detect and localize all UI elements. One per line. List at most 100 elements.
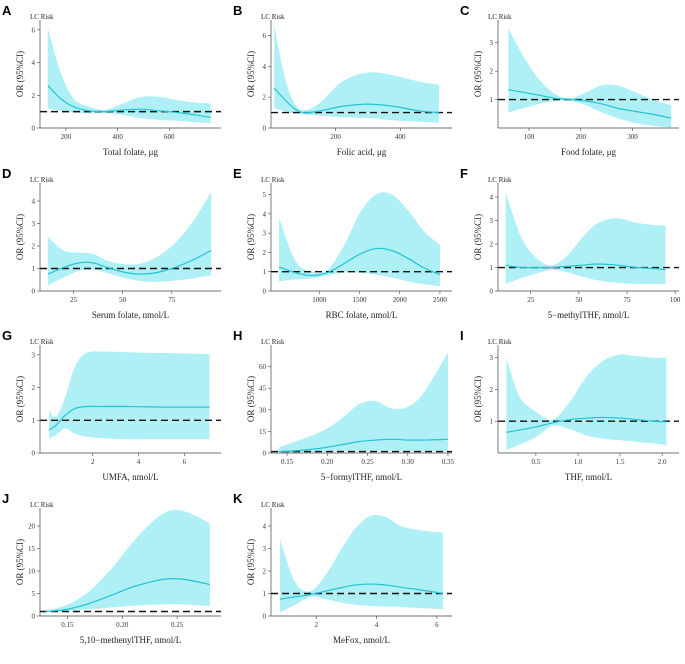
ci-band: [280, 514, 443, 613]
y-tick-label: 45: [259, 385, 267, 393]
y-tick-label: 2: [263, 568, 267, 576]
y-tick-label: 3: [490, 39, 494, 47]
y-tick-label: 20: [28, 523, 36, 531]
y-axis-title: OR (95%CI): [15, 376, 25, 422]
x-tick-label: 6: [435, 621, 439, 629]
y-tick-label: 10: [28, 568, 36, 576]
x-tick-label: 0.20: [116, 621, 129, 629]
y-tick-label: 30: [259, 406, 267, 414]
panel-letter: A: [2, 3, 12, 18]
x-tick-label: 2000: [393, 296, 408, 304]
x-tick-label: 6: [183, 458, 187, 466]
panel-letter: F: [460, 166, 468, 181]
ci-band: [45, 509, 211, 612]
x-tick-label: 25: [70, 296, 78, 304]
y-tick-label: 3: [490, 217, 494, 225]
or-curve: [47, 249, 212, 275]
y-axis-title: OR (95%CI): [246, 376, 256, 422]
x-tick-label: 100: [524, 133, 535, 141]
y-tick-label: 6: [263, 32, 267, 40]
y-tick-label: 6: [32, 26, 36, 34]
x-tick-label: 600: [164, 133, 175, 141]
y-tick-label: 1: [263, 590, 267, 598]
y-tick-label: 2: [490, 386, 494, 394]
y-tick-label: 5: [32, 590, 36, 598]
ci-band: [49, 351, 210, 440]
x-tick-label: 400: [112, 133, 123, 141]
or-curve: [48, 405, 210, 431]
panel-b: B LC Risk 0 2 4 6 200 400 Folic acid, μg OR (95%C…: [233, 3, 452, 157]
panel-c: C LC Risk 1 2 3 100 200 300 Food folate, μg OR (9…: [460, 3, 679, 157]
y-tick-label: 60: [259, 363, 267, 371]
x-tick-label: 0.15: [61, 621, 74, 629]
x-tick-label: 1000: [312, 296, 327, 304]
risk-label: LC Risk: [30, 176, 54, 184]
ci-band: [279, 352, 448, 453]
y-tick-label: 2: [490, 68, 494, 76]
ci-band: [47, 192, 212, 286]
y-tick-label: 5: [263, 191, 267, 199]
y-tick-label: 0: [263, 288, 267, 296]
or-curve: [47, 85, 211, 118]
x-axis-title: Serum folate, nmol/L: [92, 310, 169, 320]
ci-band: [47, 28, 211, 124]
y-axis-title: OR (95%CI): [15, 539, 25, 585]
y-tick-label: 4: [490, 194, 494, 202]
y-tick-label: 0: [490, 288, 494, 296]
ci-band: [274, 24, 440, 123]
or-curve: [278, 247, 441, 277]
risk-label: LC Risk: [261, 13, 285, 21]
or-curve: [279, 438, 448, 453]
x-tick-label: 0.15: [281, 458, 294, 466]
x-tick-label: 50: [119, 296, 127, 304]
or-curve: [279, 583, 444, 600]
y-tick-label: 15: [259, 428, 267, 436]
x-tick-label: 75: [168, 296, 176, 304]
risk-label: LC Risk: [488, 338, 512, 346]
risk-label: LC Risk: [261, 176, 285, 184]
y-tick-label: 0: [32, 450, 36, 458]
x-tick-label: 2500: [433, 296, 448, 304]
panel-a: A LC Risk 0 2 4 6 200 400 600 Total folate, μg OR …: [2, 3, 221, 157]
x-axis-title: Food folate, μg: [561, 147, 617, 157]
y-tick-label: 1: [490, 264, 494, 272]
x-tick-label: 400: [395, 133, 406, 141]
y-tick-label: 0: [32, 288, 36, 296]
y-tick-label: 1: [490, 96, 494, 104]
or-curve: [505, 263, 666, 271]
panel-i: I LC Risk 1 2 3 0.5 1.0 1.5 2.0 THF, nmol/L OR (95…: [460, 328, 679, 482]
y-tick-label: 15: [28, 545, 36, 553]
x-tick-label: 0.5: [532, 458, 541, 466]
x-axis-title: THF, nmol/L: [565, 472, 612, 482]
y-tick-label: 1: [32, 265, 36, 273]
or-curve: [506, 416, 667, 433]
panel-k: K LC Risk 0 1 2 3 4 2 4 6 MeFox, nmol/L OR (95%CI): [233, 491, 452, 645]
y-tick-label: 1: [263, 268, 267, 276]
x-tick-label: 200: [61, 133, 72, 141]
y-tick-label: 4: [263, 523, 267, 531]
x-tick-label: 4: [137, 458, 141, 466]
panel-h: H LC Risk 0 15 30 45 60 0.15 0.20 0.25 0.30 0.35 5−f…: [233, 328, 455, 482]
y-tick-label: 2: [490, 241, 494, 249]
ci-band: [505, 192, 666, 285]
x-tick-label: 0.30: [402, 458, 415, 466]
y-tick-label: 3: [32, 220, 36, 228]
x-tick-label: 75: [624, 296, 632, 304]
y-axis-title: OR (95%CI): [246, 539, 256, 585]
y-tick-label: 4: [263, 63, 267, 71]
y-axis-title: OR (95%CI): [246, 51, 256, 97]
y-axis-title: OR (95%CI): [473, 214, 483, 260]
y-tick-label: 2: [263, 94, 267, 102]
x-axis-title: RBC folate, nmol/L: [326, 310, 398, 320]
x-axis-title: 5,10−methenylTHF, nmol/L: [80, 635, 182, 645]
ci-band: [279, 192, 440, 287]
panel-letter: J: [2, 491, 9, 506]
risk-label: LC Risk: [488, 13, 512, 21]
x-tick-label: 4: [375, 621, 379, 629]
x-axis-title: Folic acid, μg: [337, 147, 387, 157]
risk-label: LC Risk: [261, 501, 285, 509]
y-axis-title: OR (95%CI): [473, 51, 483, 97]
x-tick-label: 0.35: [442, 458, 455, 466]
y-tick-label: 4: [32, 198, 36, 206]
